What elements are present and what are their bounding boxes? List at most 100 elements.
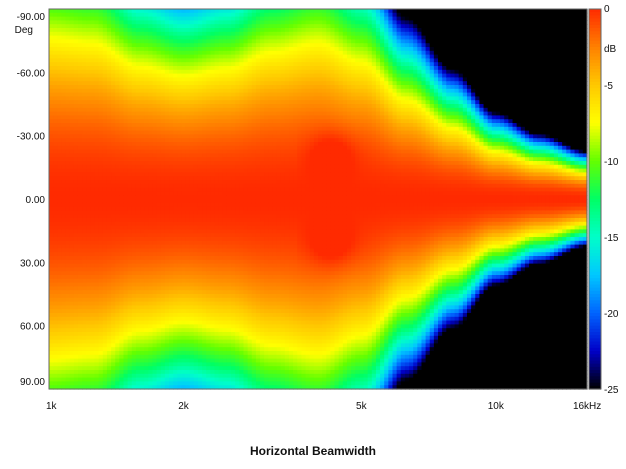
heatmap-cell bbox=[65, 263, 71, 268]
heatmap-cell bbox=[69, 305, 75, 310]
heatmap-cell bbox=[173, 134, 178, 139]
heatmap-cell bbox=[193, 191, 199, 196]
heatmap-cell bbox=[247, 43, 253, 48]
heatmap-cell bbox=[226, 77, 232, 82]
heatmap-cell bbox=[115, 176, 120, 181]
heatmap-cell bbox=[86, 47, 91, 52]
heatmap-cell bbox=[127, 88, 133, 94]
heatmap-cell bbox=[210, 354, 216, 360]
heatmap-cell bbox=[119, 88, 125, 94]
heatmap-cell bbox=[197, 58, 203, 63]
heatmap-cell bbox=[235, 282, 240, 287]
heatmap-cell bbox=[247, 339, 253, 344]
heatmap-cell bbox=[135, 218, 141, 223]
heatmap-cell bbox=[131, 286, 137, 291]
heatmap-cell bbox=[193, 31, 199, 37]
heatmap-cell bbox=[218, 381, 224, 386]
heatmap-cell bbox=[173, 176, 178, 181]
heatmap-cell bbox=[152, 115, 158, 120]
heatmap-cell bbox=[160, 290, 166, 295]
heatmap-cell bbox=[73, 20, 79, 25]
heatmap-cell bbox=[53, 54, 58, 59]
heatmap-cell bbox=[169, 43, 174, 48]
heatmap-cell bbox=[111, 35, 116, 40]
heatmap-cell bbox=[123, 20, 129, 25]
heatmap-cell bbox=[140, 28, 145, 33]
heatmap-cell bbox=[135, 69, 141, 75]
heatmap-cell bbox=[164, 328, 170, 333]
heatmap-cell bbox=[193, 328, 199, 333]
heatmap-cell bbox=[160, 54, 166, 59]
heatmap-cell bbox=[106, 31, 112, 37]
heatmap-cell bbox=[144, 172, 149, 177]
heatmap-cell bbox=[119, 229, 125, 234]
heatmap-cell bbox=[57, 69, 63, 75]
heatmap-cell bbox=[218, 66, 224, 71]
heatmap-cell bbox=[102, 104, 108, 109]
heatmap-cell bbox=[144, 210, 149, 215]
heatmap-cell bbox=[123, 233, 129, 238]
heatmap-cell bbox=[106, 119, 112, 124]
heatmap-cell bbox=[148, 104, 154, 109]
heatmap-cell bbox=[102, 290, 108, 295]
heatmap-cell bbox=[82, 20, 87, 25]
heatmap-cell bbox=[65, 294, 71, 299]
heatmap-cell bbox=[164, 199, 170, 204]
heatmap-cell bbox=[243, 43, 249, 48]
heatmap-cell bbox=[152, 214, 158, 219]
heatmap-cell bbox=[214, 297, 220, 303]
heatmap-cell bbox=[69, 104, 75, 109]
heatmap-cell bbox=[214, 126, 220, 132]
heatmap-cell bbox=[251, 191, 257, 196]
heatmap-cell bbox=[193, 183, 199, 189]
heatmap-cell bbox=[140, 77, 145, 82]
heatmap-cell bbox=[69, 206, 75, 211]
heatmap-cell bbox=[119, 221, 125, 227]
heatmap-cell bbox=[94, 256, 100, 261]
heatmap-cell bbox=[53, 324, 58, 329]
heatmap-cell bbox=[148, 31, 154, 37]
heatmap-cell bbox=[185, 85, 191, 90]
heatmap-cell bbox=[57, 96, 63, 101]
heatmap-cell bbox=[164, 248, 170, 253]
heatmap-cell bbox=[61, 373, 67, 379]
heatmap-cell bbox=[202, 73, 207, 78]
heatmap-cell bbox=[210, 210, 216, 215]
heatmap-cell bbox=[98, 96, 104, 101]
heatmap-cell bbox=[98, 134, 104, 139]
heatmap-cell bbox=[115, 218, 120, 223]
heatmap-cell bbox=[69, 123, 75, 128]
heatmap-cell bbox=[185, 244, 191, 249]
heatmap-cell bbox=[243, 225, 249, 230]
heatmap-cell bbox=[218, 343, 224, 348]
heatmap-cell bbox=[98, 373, 104, 379]
heatmap-cell bbox=[164, 54, 170, 59]
heatmap-cell bbox=[77, 157, 83, 162]
heatmap-cell bbox=[218, 362, 224, 367]
heatmap-cell bbox=[222, 62, 228, 67]
heatmap-cell bbox=[214, 9, 220, 14]
heatmap-cell bbox=[131, 12, 137, 18]
heatmap-cell bbox=[177, 256, 183, 261]
heatmap-cell bbox=[106, 377, 112, 382]
heatmap-cell bbox=[98, 259, 104, 265]
heatmap-cell bbox=[53, 347, 58, 352]
heatmap-cell bbox=[235, 332, 240, 337]
heatmap-cell bbox=[90, 161, 96, 166]
heatmap-cell bbox=[86, 31, 91, 37]
heatmap-cell bbox=[90, 85, 96, 90]
heatmap-cell bbox=[226, 191, 232, 196]
heatmap-cell bbox=[164, 385, 170, 390]
heatmap-cell bbox=[251, 157, 257, 162]
heatmap-cell bbox=[127, 12, 133, 18]
heatmap-cell bbox=[106, 202, 112, 208]
heatmap-cell bbox=[164, 47, 170, 52]
heatmap-cell bbox=[239, 263, 245, 268]
heatmap-cell bbox=[202, 305, 207, 310]
heatmap-cell bbox=[164, 73, 170, 78]
heatmap-cell bbox=[82, 130, 87, 135]
heatmap-cell bbox=[173, 107, 178, 113]
heatmap-cell bbox=[135, 96, 141, 101]
heatmap-cell bbox=[148, 297, 154, 303]
heatmap-cell bbox=[181, 210, 187, 215]
